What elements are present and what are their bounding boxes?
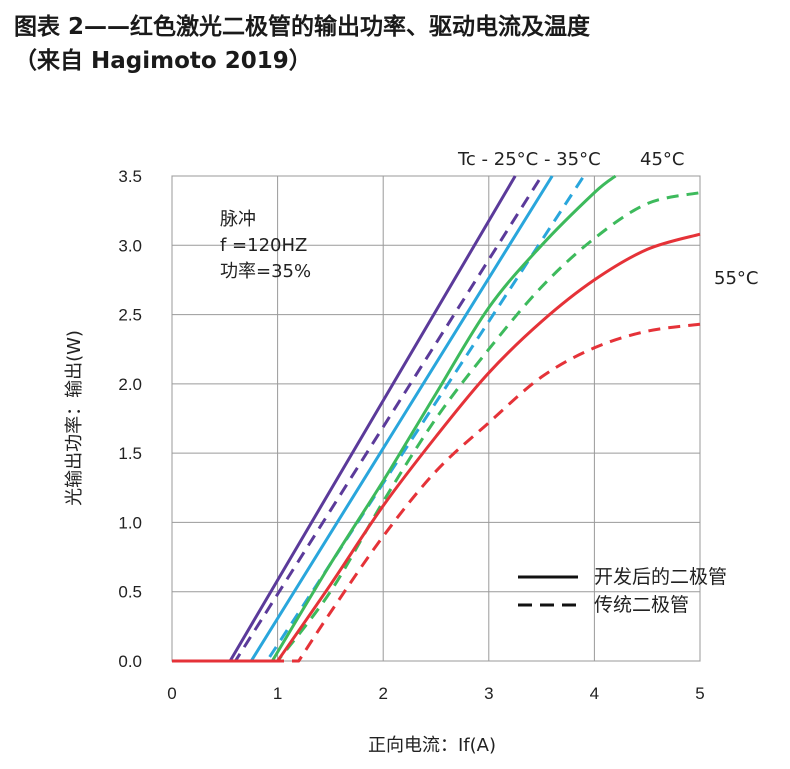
legend-dashed-label: 传统二极管 xyxy=(594,594,689,616)
temp-label-45: 45°C xyxy=(640,149,684,170)
x-tick-label: 1 xyxy=(273,684,282,703)
y-tick-label: 3.5 xyxy=(118,167,142,186)
chart-title: 图表 2——红色激光二极管的输出功率、驱动电流及温度 （来自 Hagimoto … xyxy=(14,10,774,78)
temp-label-55: 55°C xyxy=(714,268,758,289)
series-line-55c-dashed xyxy=(172,322,701,663)
pulse-annotation-line2: f =120HZ xyxy=(220,235,307,256)
title-line-1: 图表 2——红色激光二极管的输出功率、驱动电流及温度 xyxy=(14,14,591,40)
y-tick-label: 0.0 xyxy=(118,652,142,671)
series-line-35c-solid xyxy=(172,175,554,663)
series-line-55c-solid xyxy=(172,232,701,663)
x-tick-label: 5 xyxy=(695,684,704,703)
temp-label-25-35: Tc - 25°C - 35°C xyxy=(457,149,601,170)
y-tick-label: 1.0 xyxy=(118,513,142,532)
x-tick-label: 3 xyxy=(484,684,493,703)
series-line-25c-solid xyxy=(172,175,517,663)
y-axis-label: 光输出功率：输出(W) xyxy=(64,330,85,506)
series-line-45c-dashed xyxy=(172,191,701,663)
pulse-annotation-line3: 功率=35% xyxy=(220,261,311,282)
series-line-25c-dashed xyxy=(172,175,543,663)
legend-solid-label: 开发后的二极管 xyxy=(594,566,727,588)
series-lines xyxy=(172,174,701,663)
x-tick-label: 0 xyxy=(167,684,176,703)
title-line-2: （来自 Hagimoto 2019） xyxy=(14,48,312,74)
y-tick-label: 0.5 xyxy=(118,583,142,602)
y-tick-labels: 0.0 0.5 1.0 1.5 2.0 2.5 3.0 3.5 xyxy=(118,167,142,671)
pulse-annotation-line1: 脉冲 xyxy=(220,209,256,230)
y-tick-label: 2.5 xyxy=(118,306,142,325)
x-tick-label: 2 xyxy=(378,684,387,703)
legend: 开发后的二极管 传统二极管 xyxy=(518,566,727,616)
y-tick-label: 1.5 xyxy=(118,444,142,463)
y-tick-label: 3.0 xyxy=(118,236,142,255)
x-tick-labels: 0 1 2 3 4 5 xyxy=(167,684,704,703)
x-axis-label: 正向电流：If(A) xyxy=(368,735,496,756)
x-tick-label: 4 xyxy=(590,684,599,703)
series-line-35c-dashed xyxy=(172,175,586,663)
y-tick-label: 2.0 xyxy=(118,375,142,394)
series-line-45c-solid xyxy=(172,174,617,663)
